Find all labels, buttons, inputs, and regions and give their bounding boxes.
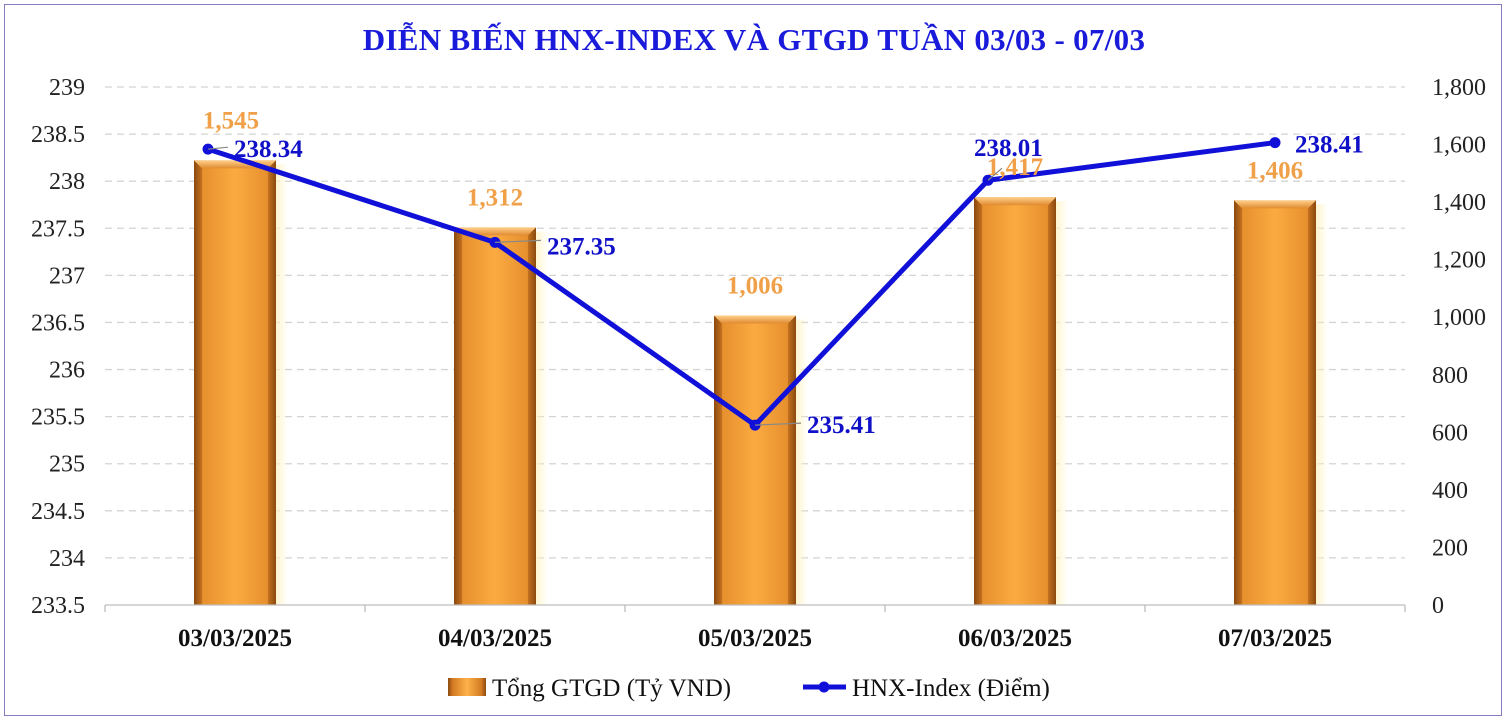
x-category-label: 07/03/2025 — [1218, 625, 1332, 652]
line-value-label: 237.35 — [547, 233, 616, 260]
bar-value-label: 1,417 — [987, 154, 1043, 181]
bar — [194, 160, 288, 605]
bar-face — [982, 205, 1048, 606]
bar — [1234, 200, 1328, 605]
y-right-tick-label: 1,000 — [1432, 305, 1486, 331]
y-right-tick-label: 0 — [1432, 593, 1444, 619]
x-category-label: 06/03/2025 — [958, 625, 1072, 652]
bar-series — [194, 160, 1328, 606]
y-right-tick-label: 1,200 — [1432, 248, 1486, 274]
bar-top — [714, 315, 796, 324]
bar-face — [1242, 208, 1308, 605]
bar-value-label: 1,006 — [727, 272, 783, 299]
bar-value-label: 1,312 — [467, 184, 523, 211]
bar-top — [974, 197, 1056, 206]
axes: 233.5 234 234.5 235 235.5 236 236.5 237 237.5 238… — [31, 75, 1486, 652]
y-right-tick-label: 800 — [1432, 363, 1468, 389]
x-category-label: 04/03/2025 — [438, 625, 552, 652]
y-left-tick-label: 236.5 — [31, 310, 85, 336]
leader-line — [207, 146, 229, 150]
y-right-tick-label: 400 — [1432, 478, 1468, 504]
y-right-tick-label: 1,600 — [1432, 133, 1486, 159]
bar — [714, 315, 808, 605]
hnx-index-point — [1269, 137, 1281, 149]
bar-value-label: 1,406 — [1247, 157, 1303, 184]
legend-line-marker — [818, 681, 830, 693]
legend-item-line: HNX-Index (Điểm) — [803, 675, 1050, 702]
legend-bar-swatch — [448, 678, 486, 696]
bar-face — [722, 323, 788, 605]
y-left-tick-label: 235.5 — [31, 405, 85, 431]
line-value-label: 238.34 — [234, 136, 303, 163]
bar-top — [1234, 200, 1316, 209]
y-right-tick-label: 1,800 — [1432, 75, 1486, 101]
y-left-tick-label: 235 — [49, 452, 85, 478]
bar-glow — [1314, 204, 1328, 605]
legend: Tổng GTGD (Tỷ VND) HNX-Index (Điểm) — [448, 675, 1050, 702]
y-left-tick-label: 234.5 — [31, 499, 85, 525]
y-right-tick-label: 1,400 — [1432, 190, 1486, 216]
y-left-tick-label: 237 — [49, 263, 85, 289]
bar-glow — [274, 164, 288, 605]
leader-line — [494, 239, 542, 243]
leader-line — [754, 422, 802, 426]
x-category-label: 05/03/2025 — [698, 625, 812, 652]
legend-item-bar: Tổng GTGD (Tỷ VND) — [448, 675, 731, 702]
bar-glow — [794, 319, 808, 605]
bar-glow — [1054, 201, 1068, 606]
x-category-label: 03/03/2025 — [178, 625, 292, 652]
y-left-tick-label: 239 — [49, 75, 85, 101]
line-value-label: 238.01 — [974, 135, 1043, 162]
line-value-label: 238.41 — [1295, 132, 1364, 159]
y-left-tick-label: 233.5 — [31, 593, 85, 619]
legend-line-label: HNX-Index (Điểm) — [852, 675, 1050, 702]
bar — [454, 227, 548, 606]
bar-face — [202, 168, 268, 605]
y-left-tick-label: 238 — [49, 169, 85, 195]
bar — [974, 197, 1068, 606]
y-left-tick-label: 237.5 — [31, 216, 85, 242]
data-labels: 1,545 1,312 1,006 1,417 1,406 238.34 237.35 235… — [203, 107, 1364, 439]
bar-glow — [534, 231, 548, 606]
line-value-label: 235.41 — [807, 412, 876, 439]
y-right-tick-label: 600 — [1432, 420, 1468, 446]
bar-value-label: 1,545 — [203, 107, 259, 134]
legend-bar-label: Tổng GTGD (Tỷ VND) — [492, 675, 731, 702]
bar-face — [462, 235, 528, 606]
y-left-tick-label: 234 — [49, 546, 85, 572]
y-left-tick-label: 238.5 — [31, 122, 85, 148]
y-right-tick-label: 200 — [1432, 535, 1468, 561]
leader-line — [987, 167, 1003, 181]
chart-title: DIỄN BIẾN HNX-INDEX VÀ GTGD TUẦN 03/03 -… — [362, 22, 1146, 57]
y-left-tick-label: 236 — [49, 358, 85, 384]
